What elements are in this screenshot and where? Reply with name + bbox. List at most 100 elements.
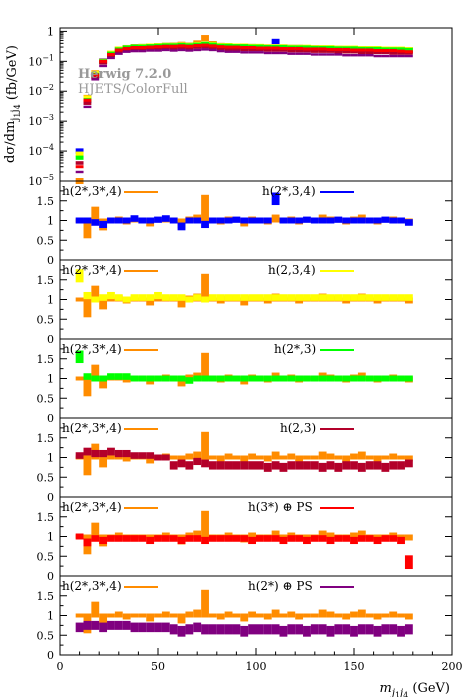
ratio-yellow-bar <box>303 294 311 301</box>
ratio-ref-bar <box>326 532 335 539</box>
main-bar-red-9 <box>146 45 155 49</box>
ratio-crimson-bar <box>357 462 366 472</box>
main-bar-purple-22 <box>248 51 256 54</box>
generator-line2: HJETS/ColorFull <box>78 82 188 97</box>
ratio-ytick-label: 1 <box>47 531 54 544</box>
main-bar-red-22 <box>248 45 256 49</box>
ratio-yellow-bar <box>216 294 225 301</box>
ratio-purple-bar <box>303 625 311 637</box>
ratio-blue-bar <box>169 217 178 224</box>
ratio-green-bar <box>161 375 170 382</box>
ratio-blue-bar <box>161 215 170 222</box>
ratio-green-bar <box>381 375 390 382</box>
ratio-crimson-bar <box>138 452 147 459</box>
ratio-crimson-bar <box>365 461 374 470</box>
ratio-crimson-bar <box>224 461 233 470</box>
main-bar-purple-40 <box>389 54 398 58</box>
ratio-yellow-bar <box>122 296 131 303</box>
main-panel: 10−5 10−4 10−3 10−2 10−1 1 Herwig 7.2.0 HJETS… <box>3 25 453 188</box>
ratio-blue-bar <box>224 217 233 224</box>
ratio-red-bar <box>381 535 390 542</box>
main-bar-red-32 <box>326 47 335 51</box>
ratio-yellow-bar <box>334 294 343 301</box>
ratio-ref-bar <box>326 453 335 460</box>
x-tick-label: 0 <box>57 660 64 673</box>
ratio-blue-bar <box>256 217 264 224</box>
ratio-ytick-label: 0 <box>47 491 54 504</box>
main-bar-purple-4 <box>107 56 115 60</box>
main-bar-red-34 <box>342 47 351 51</box>
ratio-green-bar <box>318 375 327 382</box>
main-bar-red-1 <box>83 98 92 102</box>
ratio-green-bar <box>263 375 272 382</box>
x-tick-labels: 0 50 100 150 200 <box>57 28 463 673</box>
ratio-crimson-bar <box>397 461 405 470</box>
ratio-ref-bar <box>397 613 405 618</box>
main-bar-purple-35 <box>350 54 358 57</box>
ratio-ref-bar <box>350 532 358 539</box>
ratio-ref-bar <box>287 453 296 460</box>
ratio-yellow-bar <box>177 294 186 301</box>
ratio-ref-bar <box>365 455 374 460</box>
ratio-ref-bar <box>185 611 194 618</box>
main-bar-red-30 <box>310 47 319 51</box>
main-bar-crimson-39 <box>381 50 390 55</box>
ratio-green-bar <box>208 375 217 382</box>
ratio-ref-bar <box>357 530 366 539</box>
main-bar-purple-21 <box>240 51 249 54</box>
ratio-yellow-bar <box>248 294 256 301</box>
main-bar-purple-11 <box>161 48 170 52</box>
main-bar-purple-29 <box>303 52 311 55</box>
ratio-ref-bar <box>154 613 162 618</box>
ratio-green-bar <box>279 375 288 382</box>
ratio-ref-bar <box>201 273 209 302</box>
ratio-blue-bar <box>381 216 390 223</box>
ratio-blue-bar <box>177 222 186 231</box>
ratio-yellow-bar <box>365 294 374 301</box>
ratio-red-bar <box>83 538 92 547</box>
main-bar-crimson-33 <box>334 49 343 54</box>
ratio-green-bar <box>326 375 335 382</box>
ratio-ref-bar <box>177 613 186 624</box>
ratio-purple-bar <box>271 624 280 635</box>
ratio-purple-bar <box>295 624 304 635</box>
ratio-ref-bar <box>146 297 155 306</box>
ratio-green-bar <box>99 375 108 382</box>
ratio-yellow-bar <box>287 294 296 301</box>
ratio-red-bar <box>138 535 147 542</box>
main-bar-purple-7 <box>130 49 139 53</box>
ratio-ref-bar <box>224 611 233 618</box>
ratio-ref-bar <box>99 613 108 626</box>
ratio-ref-bar <box>193 451 202 460</box>
main-bar-red-14 <box>185 44 194 48</box>
main-bar-crimson-30 <box>310 49 319 53</box>
ratio-crimson-bar <box>334 462 343 472</box>
ratio-crimson-bar <box>342 461 351 470</box>
ratio-red-bar <box>271 535 280 542</box>
main-bar-yellow-0 <box>75 151 84 157</box>
main-bar-red-21 <box>240 45 249 49</box>
ratio-ref-bar <box>287 611 296 618</box>
main-bar-green-42 <box>404 47 413 53</box>
main-bar-purple-18 <box>216 49 225 53</box>
main-bar-crimson-34 <box>342 49 351 54</box>
ratio-ref-bar <box>357 451 366 460</box>
ratio-blue-bar <box>232 216 241 223</box>
ratio-ref-bar <box>201 352 209 381</box>
ratio-ref-bar <box>256 613 264 618</box>
ratio-ref-bar <box>122 455 131 462</box>
ratio-blue-bar <box>248 217 256 224</box>
ratio-yellow-bar <box>224 294 233 301</box>
ratio-ref-bar <box>326 611 335 618</box>
main-bar-crimson-17 <box>208 45 217 50</box>
ratio-yellow-bar <box>397 294 405 301</box>
ratio-yellow-bar <box>138 294 147 301</box>
ratio-ytick-label: 0.5 <box>37 629 55 642</box>
main-bar-red-15 <box>193 43 202 47</box>
ratio-red-bar <box>161 535 170 542</box>
ratio-red-bar <box>389 535 398 542</box>
ratio-red-bar <box>154 535 162 542</box>
ratio-green-bar <box>154 375 162 382</box>
main-bar-purple-24 <box>263 51 272 55</box>
ratio-purple-bar <box>240 625 249 637</box>
